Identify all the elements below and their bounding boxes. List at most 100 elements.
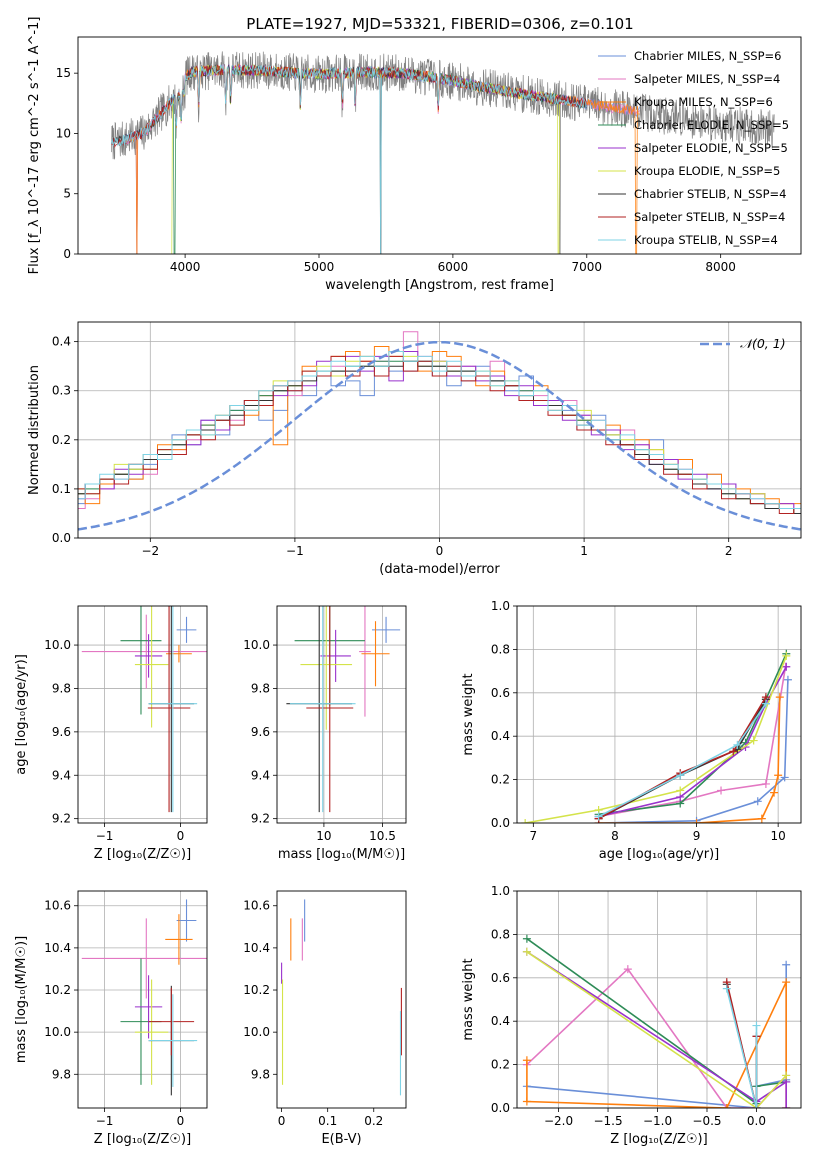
mass-weight-marker — [522, 934, 531, 943]
legend-label: Kroupa ELODIE, N_SSP=5 — [634, 164, 780, 178]
x-tick-label: 4000 — [170, 260, 201, 274]
massweight_vs_age-axes: 7 8 9 10 0.0 0.2 0.4 0.6 0.8 1.0 age [log₁₀(age/yr… — [461, 599, 801, 862]
y-tick-label: 0.6 — [491, 971, 510, 985]
x-tick-label: −1 — [96, 829, 114, 843]
x-tick-label: −2 — [141, 544, 159, 558]
x-tick-label: −1.5 — [593, 1114, 622, 1128]
massweight_vs_age-frame — [516, 605, 802, 824]
x-tick-label: −0.5 — [692, 1114, 721, 1128]
legend-label: Kroupa MILES, N_SSP=6 — [634, 95, 773, 109]
x-tick-label: 7000 — [572, 260, 603, 274]
y-tick-label: 0.1 — [52, 482, 71, 496]
mass-weight-marker — [522, 947, 531, 956]
legend-label: Salpeter STELIB, N_SSP=4 — [634, 210, 785, 224]
residuals-frame — [77, 321, 802, 539]
y-axis-label: age [log₁₀(age/yr)] — [14, 654, 29, 775]
mass-weight-marker — [722, 984, 731, 993]
x-axis-label: mass [log₁₀(M/M☉)] — [278, 847, 405, 862]
mass_vs_Z-plot — [81, 899, 207, 1096]
mass-weight-marker — [753, 797, 762, 806]
y-tick-label: 0.6 — [491, 686, 510, 700]
x-axis-label: wavelength [Angstrom, rest frame] — [325, 278, 554, 293]
age_vs_mass-axes: 10 10.5 9.2 9.4 9.6 9.8 10.0 mass [log₁₀(M/M☉)] — [243, 606, 406, 862]
mass-weight-marker — [733, 740, 742, 749]
residuals-plot — [78, 331, 801, 531]
x-tick-label: 0 — [177, 829, 185, 843]
x-tick-label: 0.1 — [318, 1114, 337, 1128]
y-tick-label: 10.0 — [44, 1025, 71, 1039]
y-tick-label: 10.0 — [44, 638, 71, 652]
spectrum-data-line — [111, 51, 775, 254]
y-tick-label: 5 — [63, 187, 71, 201]
y-tick-label: 9.8 — [251, 1067, 270, 1081]
model-line — [111, 64, 587, 254]
spectrum-frame — [77, 36, 802, 255]
y-tick-label: 15 — [56, 66, 71, 80]
mass-weight-line — [526, 951, 787, 1108]
mass-weight-marker — [676, 786, 685, 795]
x-tick-label: 0 — [278, 1114, 286, 1128]
legend-label: Chabrier MILES, N_SSP=6 — [634, 49, 781, 63]
age_vs_Z-axes: −1 0 9.2 9.4 9.6 9.8 10.0 Z [log₁₀(Z/Z☉)] age [l… — [14, 606, 207, 862]
y-tick-label: 0.0 — [52, 531, 71, 545]
y-tick-label: 9.4 — [251, 768, 270, 782]
x-tick-label: 10 — [771, 829, 786, 843]
mass-weight-marker — [522, 1097, 531, 1106]
y-tick-label: 9.4 — [52, 768, 71, 782]
mass-weight-marker — [782, 662, 791, 671]
y-tick-label: 0.2 — [491, 1058, 510, 1072]
y-tick-label: 0.4 — [52, 335, 71, 349]
y-tick-label: 0.0 — [491, 1101, 510, 1115]
y-tick-label: 10 — [56, 126, 71, 140]
mass-weight-marker — [770, 788, 779, 797]
x-tick-label: 0 — [177, 1114, 185, 1128]
y-tick-label: 9.2 — [52, 812, 71, 826]
mass-weight-marker — [717, 786, 726, 795]
y-axis-label: Normed distribution — [27, 365, 42, 495]
y-tick-label: 9.6 — [251, 725, 270, 739]
x-tick-label: 0.2 — [364, 1114, 383, 1128]
y-axis-label: Flux [f_λ 10^-17 erg cm^-2 s^-1 A^-1] — [27, 17, 42, 275]
x-tick-label: −1 — [286, 544, 304, 558]
y-tick-label: 0.4 — [491, 729, 510, 743]
mass-weight-marker — [594, 812, 603, 821]
mass-weight-marker — [775, 693, 784, 702]
mass-weight-marker — [782, 960, 791, 969]
y-tick-label: 0 — [63, 247, 71, 261]
spectrum-legend: Chabrier MILES, N_SSP=6 Salpeter MILES, N… — [598, 49, 789, 247]
y-tick-label: 10.2 — [44, 983, 71, 997]
y-tick-label: 1.0 — [491, 884, 510, 898]
mass-weight-marker — [780, 773, 789, 782]
y-tick-label: 0.8 — [491, 642, 510, 656]
mass-weight-marker — [761, 699, 770, 708]
y-tick-label: 9.8 — [251, 681, 270, 695]
y-tick-label: 10.2 — [243, 983, 270, 997]
legend-label: Kroupa STELIB, N_SSP=4 — [634, 233, 778, 247]
mass-weight-line — [598, 697, 781, 823]
massweight_vs_Z-frame — [516, 890, 802, 1109]
x-tick-label: 7 — [530, 829, 538, 843]
y-tick-label: 0.4 — [491, 1014, 510, 1028]
x-tick-label: 0 — [436, 544, 444, 558]
y-tick-label: 9.8 — [52, 1067, 71, 1081]
legend-label: Chabrier STELIB, N_SSP=4 — [634, 187, 786, 201]
y-tick-label: 9.2 — [251, 812, 270, 826]
legend-label: Salpeter ELODIE, N_SSP=5 — [634, 141, 788, 155]
x-axis-label: E(B-V) — [321, 1132, 361, 1147]
x-tick-label: 10.5 — [369, 829, 396, 843]
mass-weight-marker — [749, 736, 758, 745]
mass-weight-marker — [782, 1071, 791, 1080]
x-tick-label: 5000 — [304, 260, 335, 274]
mass-weight-marker — [623, 965, 632, 974]
y-tick-label: 1.0 — [491, 599, 510, 613]
x-axis-label: Z [log₁₀(Z/Z☉)] — [610, 1132, 707, 1147]
y-tick-label: 0.8 — [491, 927, 510, 941]
y-tick-label: 10.6 — [44, 899, 71, 913]
x-tick-label: −2.0 — [544, 1114, 573, 1128]
legend-label: Salpeter MILES, N_SSP=4 — [634, 72, 780, 86]
mass-weight-line — [726, 988, 758, 1108]
mass-weight-marker — [757, 814, 766, 823]
mass_vs_ebv-frame — [276, 890, 407, 1109]
x-tick-label: 0.0 — [747, 1114, 766, 1128]
y-axis-label: mass [log₁₀(M/M☉)] — [14, 936, 29, 1063]
